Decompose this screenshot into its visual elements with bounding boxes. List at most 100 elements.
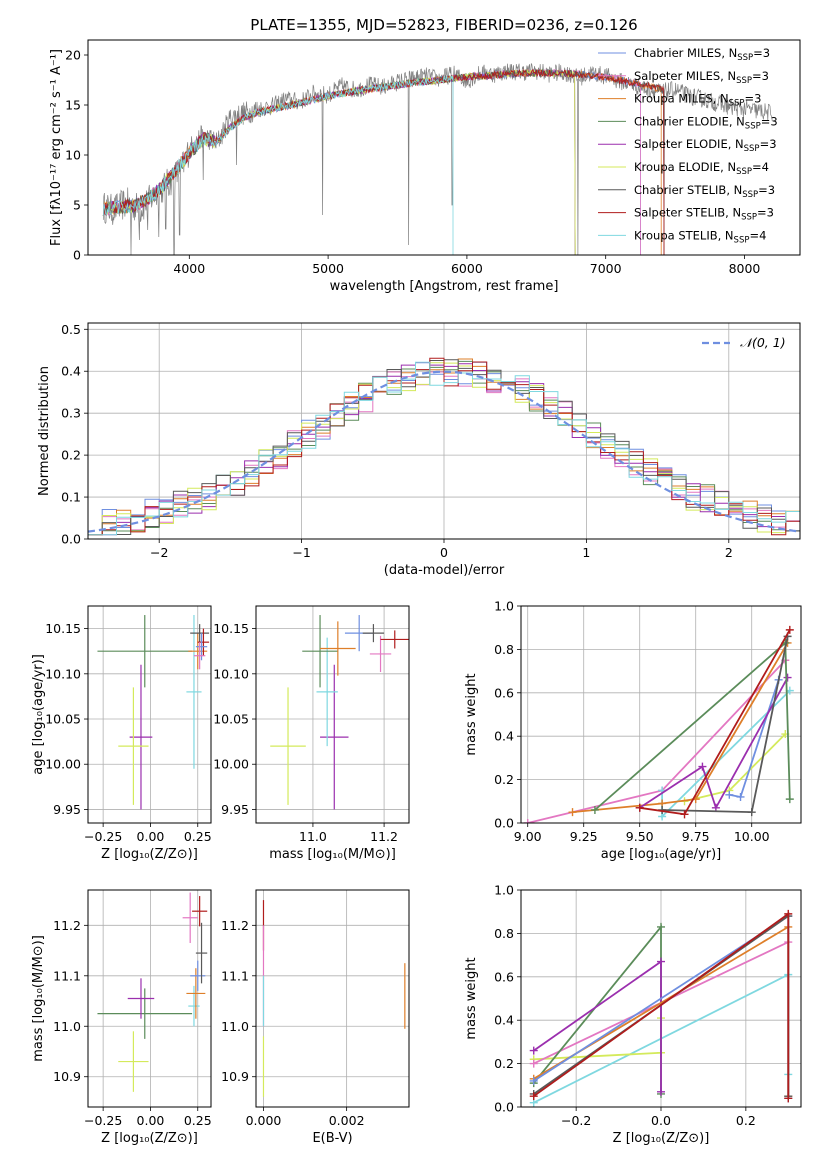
weight-series-salpeter-miles: [523, 656, 790, 823]
y-axis-label: age [log₁₀(age/yr)]: [31, 654, 46, 775]
y-tick-label: 1.0: [494, 599, 514, 614]
x-tick-label: 10.00: [734, 829, 770, 844]
axes-frame: [87, 605, 212, 824]
y-tick-label: 0.8: [494, 926, 514, 941]
massweight_vs_age-plot-area: [523, 625, 794, 823]
legend-entry-chabrier-stelib: Chabrier STELIB, NSSP=3: [634, 183, 775, 200]
massweight_vs_age-panel: 9.00 9.25 9.50 9.75 10.00 0.0 0.2 0.4 0.6 0.8 1.0 a…: [464, 599, 802, 862]
weight-point: [529, 1046, 538, 1055]
x-axis-label: mass [log₁₀(M/M⊙)]: [269, 847, 396, 862]
x-axis-label: Z [log₁₀(Z/Z⊙)]: [101, 1131, 198, 1146]
legend-entry-kroupa-miles: Kroupa MILES, NSSP=3: [634, 92, 761, 109]
y-tick-label: 11.2: [221, 918, 249, 933]
y-tick-label: 0.2: [61, 448, 81, 463]
y-tick-label: 10.10: [45, 666, 81, 681]
x-tick-label: 0.25: [184, 829, 212, 844]
y-tick-label: 10.05: [213, 712, 249, 727]
weight-point: [529, 1076, 538, 1085]
x-tick-label: 0.25: [184, 1113, 212, 1128]
errorbar-chabrier-elodie: [97, 615, 193, 688]
x-tick-label: 11.0: [299, 829, 327, 844]
weight-point: [568, 808, 577, 817]
y-axis-label: mass weight: [464, 673, 479, 755]
y-axis-label: Normed distribution: [37, 366, 52, 496]
errorbar-salpeter-stelib: [380, 630, 409, 649]
y-tick-label: 0.3: [61, 406, 81, 421]
y-tick-label: 0.0: [61, 532, 81, 547]
errorbar-chabrier-elodie: [97, 988, 193, 1039]
errorbar-chabrier-stelib: [195, 922, 208, 984]
weight-series-salpeter-stelib: [635, 625, 794, 819]
model-line-kroupa-elodie: [102, 68, 576, 255]
model-line-kroupa-stelib: [102, 74, 454, 255]
weight-point: [785, 795, 794, 804]
massweight_vs_Z-plot-area: [529, 909, 793, 1107]
legend-entry-salpeter-elodie: Salpeter ELODIE, NSSP=3: [634, 137, 777, 154]
x-axis-label: wavelength [Angstrom, rest frame]: [330, 279, 559, 294]
legend-entry-salpeter-miles: Salpeter MILES, NSSP=3: [634, 69, 769, 86]
model-line-salpeter-elodie: [102, 69, 576, 255]
age_vs_mass-panel: 11.0 11.2 9.95 10.00 10.05 10.10 10.15 mass [lo…: [213, 605, 410, 862]
weight-point: [635, 803, 644, 812]
mass_vs_ebv-plot-area: [262, 900, 406, 1097]
axes-frame: [87, 889, 212, 1108]
y-tick-label: 0.4: [494, 729, 514, 744]
y-tick-label: 10.9: [53, 1069, 81, 1084]
massweight_vs_Z-panel: −0.2 0.0 0.2 0.0 0.2 0.4 0.6 0.8 1.0 Z [log₁₀(Z/Z…: [464, 883, 802, 1146]
weight-point: [698, 762, 707, 771]
errorbar-kroupa-stelib: [188, 985, 200, 1027]
age_vs_Z-panel: −0.25 0.00 0.25 9.95 10.00 10.05 10.10 10.15 Z […: [31, 605, 212, 862]
weight-point: [784, 909, 793, 918]
spectrum-panel: 4000 5000 6000 7000 8000 0 5 10 15 20 wavelength […: [49, 39, 801, 294]
x-tick-label: 9.25: [570, 829, 598, 844]
y-tick-label: 0.0: [494, 816, 514, 831]
y-tick-label: 0.2: [494, 1056, 514, 1071]
y-axis-label: mass weight: [464, 957, 479, 1039]
weight-point: [657, 922, 665, 931]
weight-point: [725, 790, 734, 799]
weight-series-chabrier-stelib: [658, 632, 792, 817]
normal-reference-curve: [88, 370, 800, 533]
weight-series-kroupa-miles: [568, 638, 792, 817]
x-tick-label: −0.25: [84, 1113, 122, 1128]
y-tick-label: 0.0: [494, 1100, 514, 1115]
weight-point: [784, 1094, 793, 1103]
x-tick-label: −2: [150, 545, 168, 560]
y-tick-label: 0.4: [61, 364, 81, 379]
x-tick-label: 4000: [173, 261, 205, 276]
errorbar-salpeter-miles: [369, 635, 392, 673]
y-tick-label: 20: [65, 48, 81, 63]
weight-series-salpeter-elodie: [635, 673, 792, 812]
legend-entry-kroupa-stelib: Kroupa STELIB, NSSP=4: [634, 228, 766, 245]
legend-entry-kroupa-elodie: Kroupa ELODIE, NSSP=4: [634, 160, 769, 177]
model-line-chabrier-elodie: [102, 68, 576, 255]
y-tick-label: 10.15: [213, 621, 249, 636]
x-axis-label: Z [log₁₀(Z/Z⊙)]: [101, 847, 198, 862]
x-tick-label: 0.000: [246, 1113, 282, 1128]
errorbar-kroupa-miles: [188, 633, 208, 670]
y-tick-label: 10.15: [45, 621, 81, 636]
x-tick-label: 11.2: [370, 829, 398, 844]
y-tick-label: 0.2: [494, 772, 514, 787]
axes-frame: [255, 605, 410, 824]
errorbar-kroupa-elodie: [118, 1031, 149, 1092]
y-tick-label: 0: [73, 248, 81, 263]
y-tick-label: 11.0: [53, 1019, 81, 1034]
y-tick-label: 11.2: [53, 918, 81, 933]
legend-entry-normal: 𝒩(0, 1): [740, 335, 786, 350]
x-tick-label: 5000: [312, 261, 344, 276]
y-tick-label: 0.4: [494, 1013, 514, 1028]
weight-point: [680, 810, 689, 819]
y-tick-label: 0.5: [61, 322, 81, 337]
y-tick-label: 10.00: [213, 757, 249, 772]
y-axis-label: Flux [fλ10⁻¹⁷ erg cm⁻² s⁻¹ A⁻¹]: [49, 49, 64, 246]
weight-series-salpeter-stelib: [529, 909, 793, 1103]
errorbar-chabrier-elodie: [302, 615, 338, 688]
y-tick-label: 10.10: [213, 666, 249, 681]
errorbar-salpeter-stelib: [192, 896, 208, 927]
y-tick-label: 15: [65, 98, 81, 113]
y-tick-label: 10.00: [45, 757, 81, 772]
residuals-plot-area: [88, 357, 800, 536]
y-tick-label: 10.05: [45, 712, 81, 727]
